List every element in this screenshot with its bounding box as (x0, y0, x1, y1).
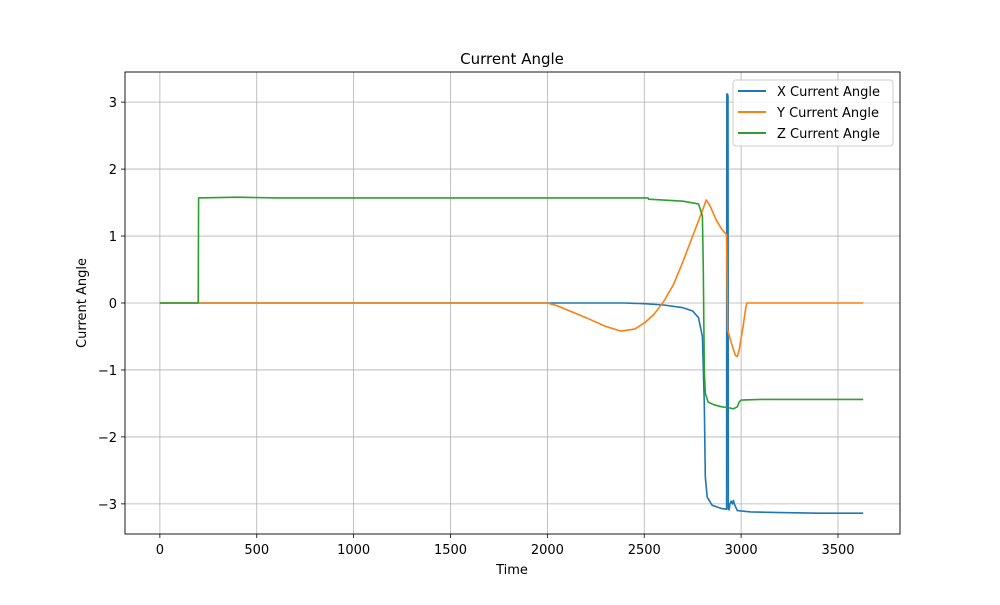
grid (125, 72, 900, 534)
series-line-1 (159, 93, 864, 514)
x-tick-label: 1000 (337, 543, 370, 558)
y-tick-label: 1 (109, 230, 117, 245)
y-tick-label: 2 (109, 163, 117, 178)
x-tick-label: 3000 (725, 543, 758, 558)
x-tick-label: 1500 (434, 543, 467, 558)
y-axis-ticks: −3 −2 −1 0 1 2 3 (98, 96, 125, 513)
x-tick-label: 0 (156, 543, 164, 558)
x-tick-label: 3500 (821, 543, 854, 558)
x-tick-label: 500 (244, 543, 269, 558)
legend-label-3: Z Current Angle (777, 127, 880, 142)
series-line-2 (159, 199, 864, 358)
x-tick-label: 2000 (531, 543, 564, 558)
y-axis-label: Current Angle (75, 258, 90, 348)
y-tick-label: −3 (98, 498, 117, 513)
y-tick-label: 3 (109, 96, 117, 111)
legend-label-2: Y Current Angle (776, 106, 879, 121)
legend-label-1: X Current Angle (777, 85, 880, 100)
chart-title: Current Angle (460, 50, 564, 68)
x-axis-ticks: 0 500 1000 1500 2000 2500 3000 3500 (156, 534, 855, 558)
series-lines (159, 93, 864, 514)
series-line-3 (159, 196, 864, 410)
x-tick-label: 2500 (628, 543, 661, 558)
y-tick-label: −1 (98, 364, 117, 379)
legend-box (732, 79, 894, 147)
x-axis-label: Time (495, 563, 528, 578)
y-tick-label: −2 (98, 431, 117, 446)
y-tick-label: 0 (109, 297, 117, 312)
legend: X Current Angle Y Current Angle Z Current … (732, 79, 894, 147)
